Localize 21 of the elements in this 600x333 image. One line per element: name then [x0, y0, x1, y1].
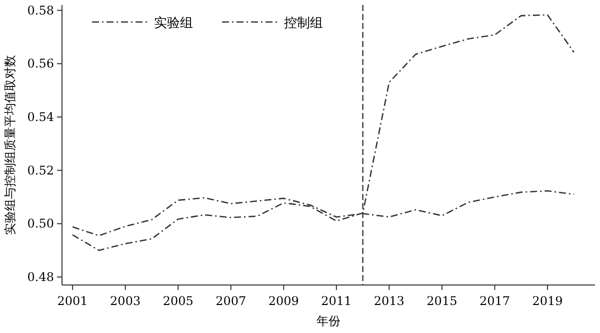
y-tick-label: 0.50: [27, 216, 54, 231]
x-tick-label: 2015: [426, 294, 458, 308]
x-tick-label: 2005: [162, 294, 194, 308]
y-tick-label: 0.54: [27, 110, 54, 124]
x-tick-label: 2017: [479, 294, 510, 308]
line-series: [72, 14, 575, 251]
x-axis-title: 年份: [316, 314, 340, 328]
x-tick-label: 2001: [57, 294, 88, 308]
x-tick-label: 2003: [110, 294, 141, 308]
x-tick-label: 2007: [216, 294, 246, 308]
x-tick-label: 2011: [321, 294, 352, 308]
x-tick-label: 2009: [268, 294, 299, 308]
x-tick-label: 2013: [374, 294, 404, 308]
y-axis-title: 实验组与控制组质量平均值取对数: [3, 55, 17, 235]
x-tick-label: 2019: [532, 294, 563, 308]
legend-label: 控制组: [284, 16, 323, 31]
y-tick-label: 0.48: [27, 270, 54, 284]
y-tick-label: 0.58: [27, 3, 54, 18]
legend-label: 实验组: [154, 16, 193, 31]
y-tick-label: 0.52: [27, 163, 54, 178]
y-tick-label: 0.56: [27, 56, 54, 71]
